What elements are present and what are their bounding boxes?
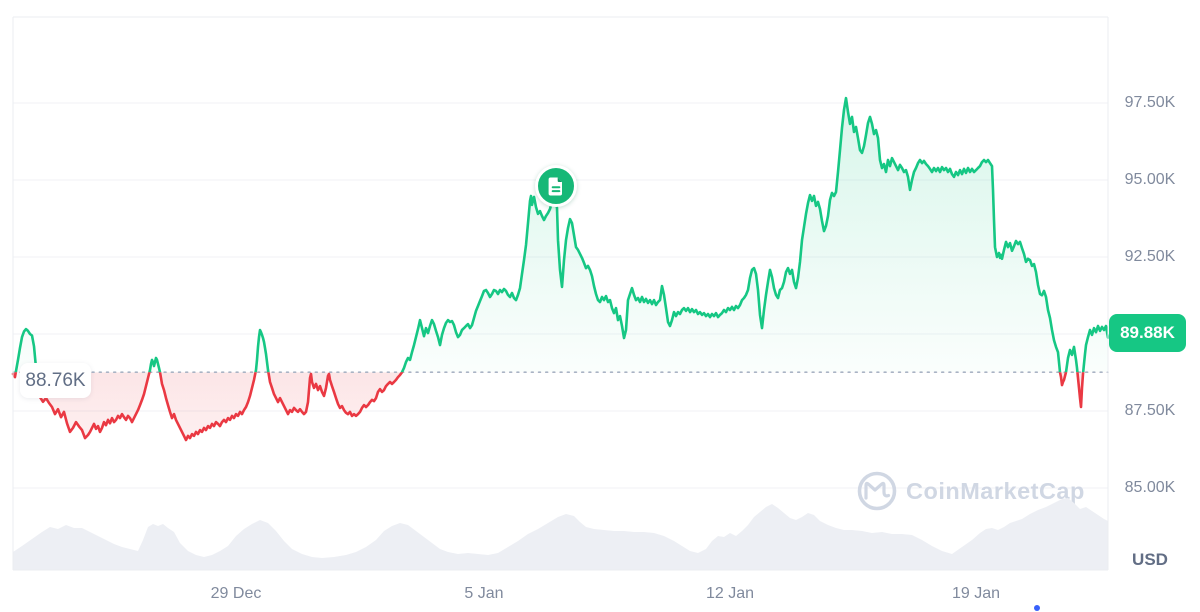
document-icon — [546, 175, 566, 197]
x-axis-label: 29 Dec — [210, 585, 262, 602]
price-area-fills — [13, 98, 1108, 440]
baseline-price-flag-text: 88.76K — [25, 369, 86, 391]
coinmarketcap-logo-icon — [857, 471, 897, 511]
y-axis-label: 95.00K — [1124, 171, 1176, 188]
last-price-badge: 89.88K — [1109, 314, 1186, 352]
area-above-baseline — [13, 98, 1108, 373]
price-line-up — [14, 96, 1110, 373]
y-axis-label: 87.50K — [1124, 402, 1176, 419]
y-axis-label: 92.50K — [1124, 248, 1176, 265]
watermark: CoinMarketCap — [857, 471, 1085, 511]
watermark-text: CoinMarketCap — [906, 478, 1085, 504]
x-axis-label: 19 Jan — [951, 585, 1001, 602]
volume-area — [13, 498, 1108, 570]
plot-border — [12, 16, 1109, 571]
price-line-down — [11, 372, 1085, 442]
baseline-price-flag: 88.76K — [20, 363, 91, 398]
x-axis-label: 5 Jan — [464, 585, 504, 602]
pagination-dot — [1034, 605, 1040, 611]
last-price-badge-text: 89.88K — [1120, 323, 1175, 342]
currency-label: USD — [1132, 550, 1168, 569]
x-axis-label: 12 Jan — [705, 585, 755, 602]
y-axis-label: 85.00K — [1124, 479, 1176, 496]
news-marker[interactable] — [535, 165, 577, 207]
area-below-baseline — [13, 372, 1084, 440]
price-line — [11, 96, 1110, 442]
y-axis-label: 97.50K — [1124, 94, 1176, 111]
